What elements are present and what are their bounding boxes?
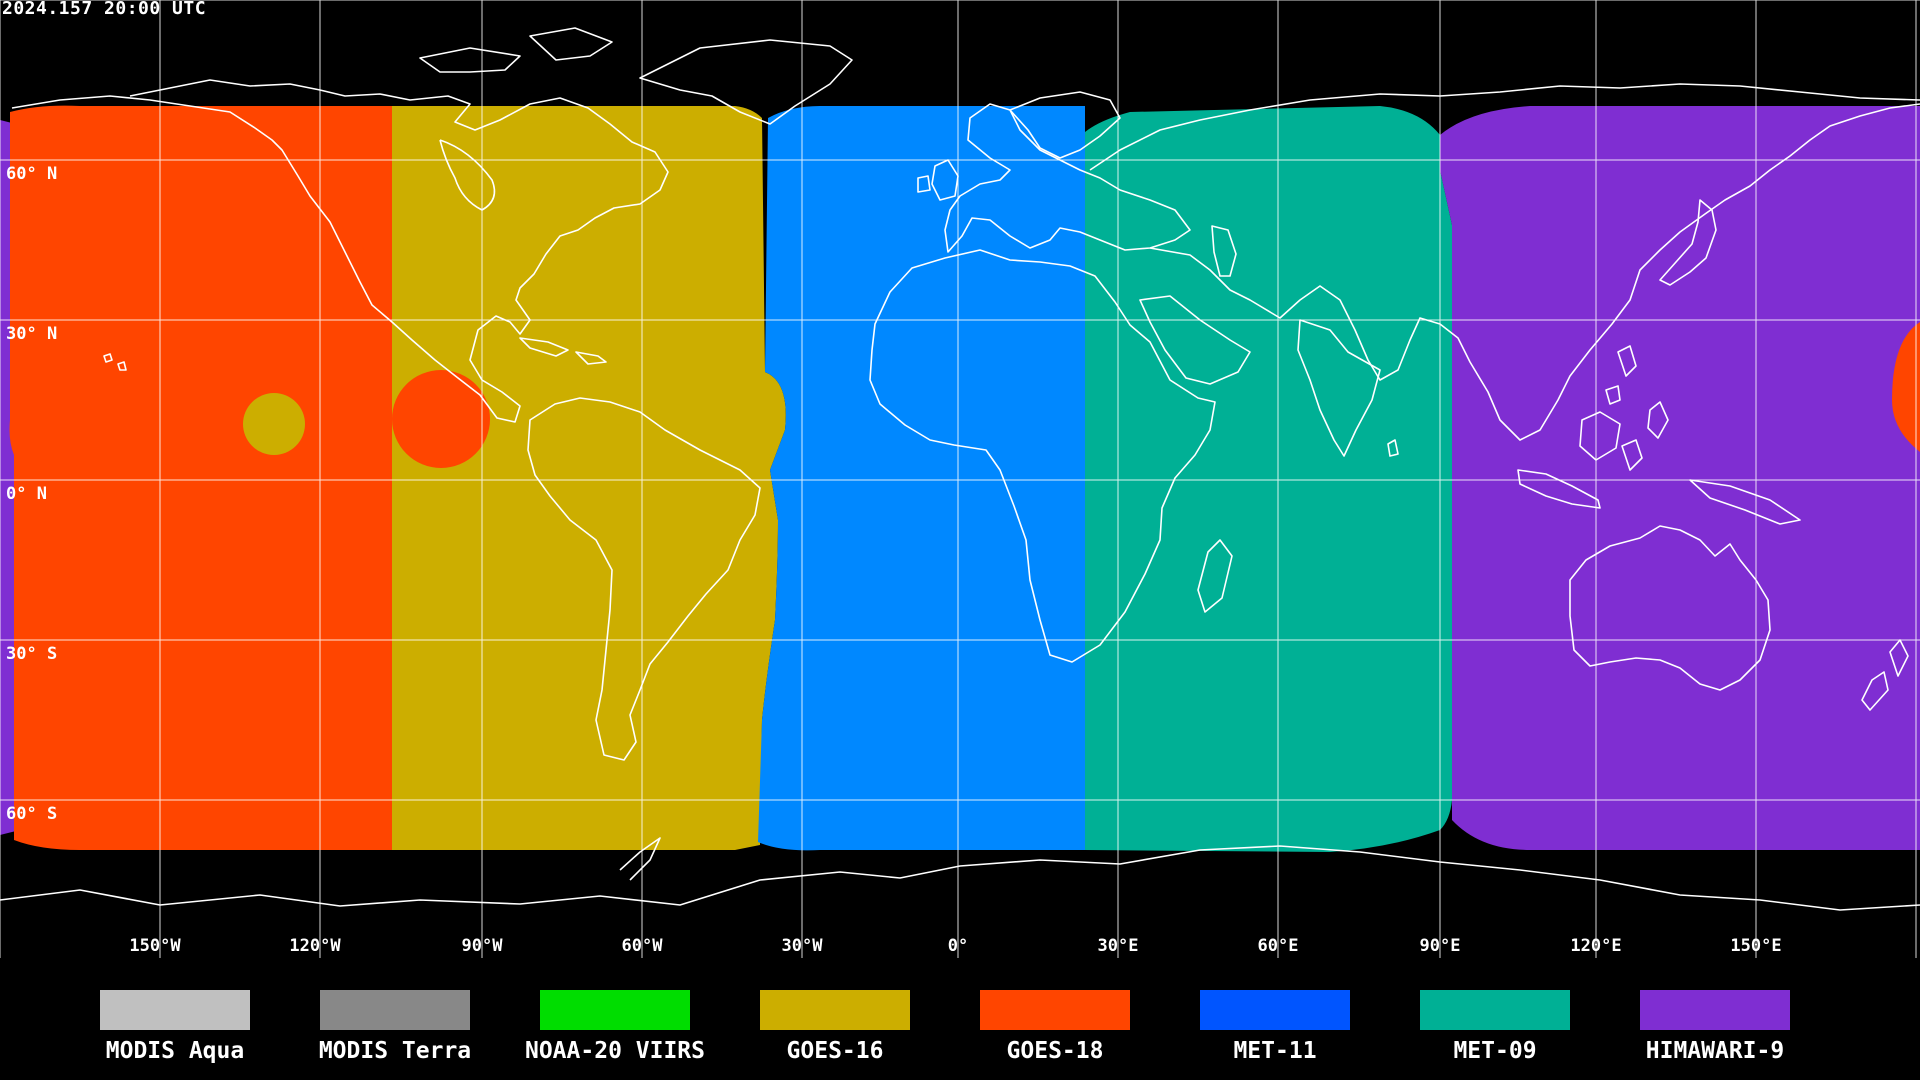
legend-item-met11: MET-11	[1175, 990, 1375, 1064]
lat-label-30n: 30° N	[6, 324, 58, 344]
himawari9-coverage	[1440, 106, 1920, 850]
lon-label-60e: 60°E	[1257, 936, 1299, 956]
legend-swatch	[100, 990, 250, 1030]
timestamp-label: 2024.157 20:00 UTC	[2, 0, 207, 19]
coverage-bands	[0, 105, 1920, 852]
legend-label: MODIS Aqua	[105, 1038, 245, 1064]
coastlines	[0, 27, 1920, 911]
lon-label-90e: 90°E	[1419, 936, 1461, 956]
lon-label-150w: 150°W	[129, 936, 181, 956]
met11-coverage	[758, 106, 1085, 851]
lon-label-0: 0°	[947, 936, 969, 956]
lon-label-120w: 120°W	[289, 936, 341, 956]
lat-label-60n: 60° N	[6, 164, 58, 184]
legend-swatch	[1200, 990, 1350, 1030]
lon-label-150e: 150°E	[1730, 936, 1782, 956]
lat-label-0n: 0° N	[6, 484, 47, 504]
legend-item-noaa20-viirs: NOAA-20 VIIRS	[515, 990, 715, 1064]
legend-item-goes16: GOES-16	[735, 990, 935, 1064]
lat-label-30s: 30° S	[6, 644, 58, 664]
legend-item-modis-terra: MODIS Terra	[295, 990, 495, 1064]
legend-label: GOES-16	[786, 1038, 884, 1064]
legend-label: MODIS Terra	[318, 1038, 472, 1064]
legend-swatch	[1420, 990, 1570, 1030]
lat-label-60s: 60° S	[6, 804, 58, 824]
legend-item-himawari9: HIMAWARI-9	[1615, 990, 1815, 1064]
met09-coverage	[1085, 106, 1452, 852]
legend-swatch	[540, 990, 690, 1030]
goes16-disk-overlay	[243, 393, 305, 455]
goes18-coverage	[9, 105, 395, 851]
legend-label: GOES-18	[1006, 1038, 1104, 1064]
legend-item-goes18: GOES-18	[955, 990, 1155, 1064]
legend-label: MET-11	[1233, 1038, 1317, 1064]
legend: MODIS Aqua MODIS Terra NOAA-20 VIIRS GOE…	[0, 958, 1920, 1080]
lon-label-60w: 60°W	[621, 936, 663, 956]
lon-label-30e: 30°E	[1097, 936, 1139, 956]
legend-swatch	[760, 990, 910, 1030]
legend-label: NOAA-20 VIIRS	[524, 1038, 705, 1064]
legend-label: HIMAWARI-9	[1645, 1038, 1785, 1064]
satellite-coverage-map	[0, 0, 1920, 960]
goes16-coverage	[392, 106, 786, 850]
lon-label-120e: 120°E	[1570, 936, 1622, 956]
legend-swatch	[1640, 990, 1790, 1030]
graticule	[0, 0, 1920, 958]
legend-item-met09: MET-09	[1395, 990, 1595, 1064]
lon-label-30w: 30°W	[781, 936, 823, 956]
goes18-disk-overlay	[392, 370, 490, 468]
legend-swatch	[980, 990, 1130, 1030]
legend-item-modis-aqua: MODIS Aqua	[75, 990, 275, 1064]
lon-label-90w: 90°W	[461, 936, 503, 956]
legend-label: MET-09	[1453, 1038, 1537, 1064]
goes18-coverage-east	[1892, 322, 1920, 452]
legend-swatch	[320, 990, 470, 1030]
